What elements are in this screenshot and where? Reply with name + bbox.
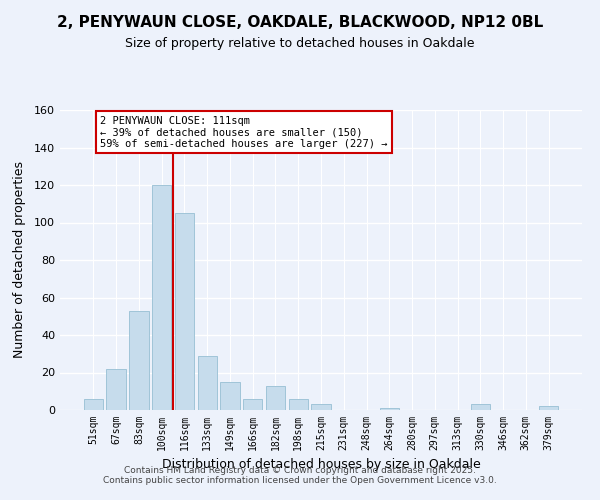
Bar [129, 310, 149, 410]
Text: Contains HM Land Registry data © Crown copyright and database right 2025.
Contai: Contains HM Land Registry data © Crown c… [103, 466, 497, 485]
Text: 2 PENYWAUN CLOSE: 111sqm
← 39% of detached houses are smaller (150)
59% of semi-: 2 PENYWAUN CLOSE: 111sqm ← 39% of detach… [100, 116, 388, 149]
Bar [106, 369, 126, 410]
Y-axis label: Number of detached properties: Number of detached properties [13, 162, 26, 358]
X-axis label: Distribution of detached houses by size in Oakdale: Distribution of detached houses by size … [161, 458, 481, 471]
Bar [175, 213, 194, 410]
Bar [289, 399, 308, 410]
Bar [380, 408, 399, 410]
Bar [266, 386, 285, 410]
Bar [84, 399, 103, 410]
Bar [470, 404, 490, 410]
Bar [220, 382, 239, 410]
Bar [539, 406, 558, 410]
Bar [311, 404, 331, 410]
Text: 2, PENYWAUN CLOSE, OAKDALE, BLACKWOOD, NP12 0BL: 2, PENYWAUN CLOSE, OAKDALE, BLACKWOOD, N… [57, 15, 543, 30]
Bar [197, 356, 217, 410]
Text: Size of property relative to detached houses in Oakdale: Size of property relative to detached ho… [125, 38, 475, 51]
Bar [152, 185, 172, 410]
Bar [243, 399, 262, 410]
